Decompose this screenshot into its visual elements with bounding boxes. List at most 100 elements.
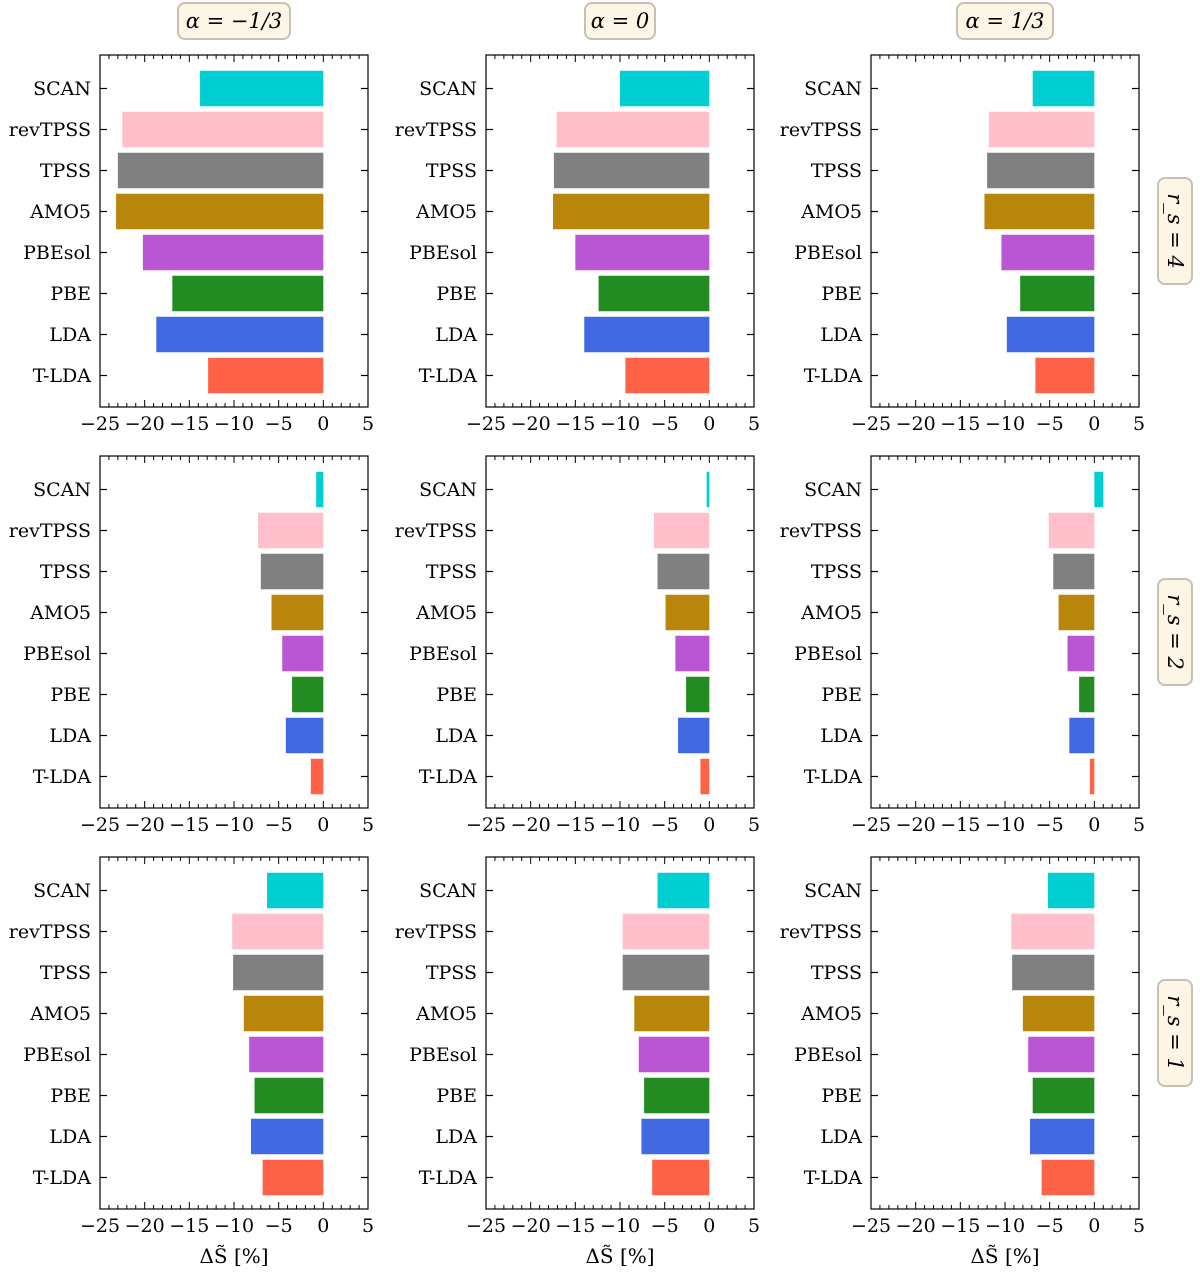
bar-pbesol: [249, 1036, 324, 1073]
bar-pbe: [1020, 275, 1095, 312]
bar-amo5: [984, 193, 1095, 230]
category-label-lda: LDA: [820, 1126, 862, 1148]
x-axis-labels: ΔS̃ [%] ΔS̃ [%] ΔS̃ [%]: [199, 1244, 1039, 1268]
x-tick-label: 0: [317, 1215, 329, 1237]
category-label-pbesol: PBEsol: [409, 643, 477, 665]
axes-frame: [485, 455, 755, 809]
axes-frame: [485, 54, 755, 408]
bar-lda: [156, 316, 324, 353]
category-label-amo5: AMO5: [29, 201, 91, 223]
category-label-scan: SCAN: [804, 78, 862, 100]
category-label-lda: LDA: [435, 725, 477, 747]
x-tick-label: −20: [125, 814, 165, 836]
bar-pbe: [292, 676, 324, 713]
bar-pbesol: [1001, 234, 1095, 271]
bar-t-lda: [1089, 758, 1095, 795]
bar-revtpss: [988, 111, 1095, 148]
bar-scan: [657, 872, 710, 909]
bar-amo5: [1022, 995, 1095, 1032]
column-header-text: α = 1/3: [966, 9, 1045, 33]
category-label-pbesol: PBEsol: [409, 1044, 477, 1066]
column-header-2: α = 0: [584, 2, 656, 40]
x-tick-label: −25: [80, 413, 120, 435]
category-label-t-lda: T-LDA: [33, 766, 91, 788]
x-tick-label: −15: [555, 413, 595, 435]
category-label-revtpss: revTPSS: [395, 520, 477, 542]
x-tick-label: −10: [985, 413, 1025, 435]
x-tick-label: −10: [985, 814, 1025, 836]
x-tick-label: −5: [651, 1215, 679, 1237]
bar-amo5: [243, 995, 324, 1032]
category-label-scan: SCAN: [33, 880, 91, 902]
x-tick-label: 5: [1133, 413, 1145, 435]
bar-revtpss: [232, 913, 324, 950]
bar-pbesol: [575, 234, 710, 271]
x-tick-label: −10: [214, 1215, 254, 1237]
bar-pbe: [1032, 1077, 1095, 1114]
x-tick-label: −20: [511, 413, 551, 435]
x-tick-label: −10: [214, 814, 254, 836]
category-label-revtpss: revTPSS: [395, 921, 477, 943]
category-label-lda: LDA: [49, 1126, 91, 1148]
category-label-pbesol: PBEsol: [23, 643, 91, 665]
bar-scan: [1094, 471, 1104, 508]
x-tick-label: −25: [80, 1215, 120, 1237]
x-tick-label: −25: [466, 413, 506, 435]
bar-tpss: [117, 152, 324, 189]
x-tick-label: −25: [466, 1215, 506, 1237]
x-tick-label: −10: [600, 413, 640, 435]
x-axis-label: ΔS̃ [%]: [970, 1244, 1039, 1268]
bar-amo5: [116, 193, 324, 230]
bar-scan: [706, 471, 710, 508]
x-tick-label: −20: [125, 413, 165, 435]
category-label-scan: SCAN: [419, 479, 477, 501]
bar-lda: [1006, 316, 1095, 353]
bar-lda: [641, 1118, 710, 1155]
x-tick-label: −20: [511, 1215, 551, 1237]
axes-frame: [99, 54, 369, 408]
bar-pbesol: [1028, 1036, 1095, 1073]
category-label-revtpss: revTPSS: [780, 520, 862, 542]
header-box: [177, 2, 291, 40]
bar-lda: [678, 717, 710, 754]
x-tick-label: −15: [169, 814, 209, 836]
bar-pbesol: [142, 234, 324, 271]
x-tick-label: −15: [169, 1215, 209, 1237]
category-label-pbe: PBE: [436, 1085, 477, 1107]
category-label-tpss: TPSS: [811, 962, 862, 984]
category-label-tpss: TPSS: [40, 962, 91, 984]
column-header-1: α = −1/3: [177, 2, 291, 40]
category-label-pbe: PBE: [50, 684, 91, 706]
category-label-pbe: PBE: [436, 283, 477, 305]
panel-r3-c2: SCANrevTPSSTPSSAMO5PBEsolPBELDAT-LDA−25−…: [395, 856, 760, 1237]
bar-revtpss: [258, 512, 324, 549]
category-label-revtpss: revTPSS: [9, 119, 91, 141]
category-label-amo5: AMO5: [800, 602, 862, 624]
x-tick-label: 5: [748, 1215, 760, 1237]
header-box: [1157, 578, 1193, 686]
category-label-t-lda: T-LDA: [33, 1167, 91, 1189]
bar-revtpss: [1048, 512, 1095, 549]
axes-frame: [870, 455, 1140, 809]
category-label-pbe: PBE: [821, 1085, 862, 1107]
category-label-scan: SCAN: [804, 479, 862, 501]
category-label-scan: SCAN: [33, 479, 91, 501]
category-label-scan: SCAN: [419, 78, 477, 100]
bar-tpss: [1053, 553, 1095, 590]
x-tick-label: −25: [851, 413, 891, 435]
category-label-amo5: AMO5: [29, 602, 91, 624]
bar-pbe: [644, 1077, 710, 1114]
category-label-lda: LDA: [435, 324, 477, 346]
category-label-t-lda: T-LDA: [419, 365, 477, 387]
x-tick-label: 0: [703, 814, 715, 836]
x-tick-label: −15: [555, 1215, 595, 1237]
category-label-pbesol: PBEsol: [794, 242, 862, 264]
column-header-3: α = 1/3: [956, 2, 1054, 40]
category-label-amo5: AMO5: [29, 1003, 91, 1025]
x-tick-label: 5: [1133, 814, 1145, 836]
bar-amo5: [271, 594, 324, 631]
category-label-tpss: TPSS: [426, 561, 477, 583]
x-tick-label: −15: [555, 814, 595, 836]
axes-frame: [99, 455, 369, 809]
